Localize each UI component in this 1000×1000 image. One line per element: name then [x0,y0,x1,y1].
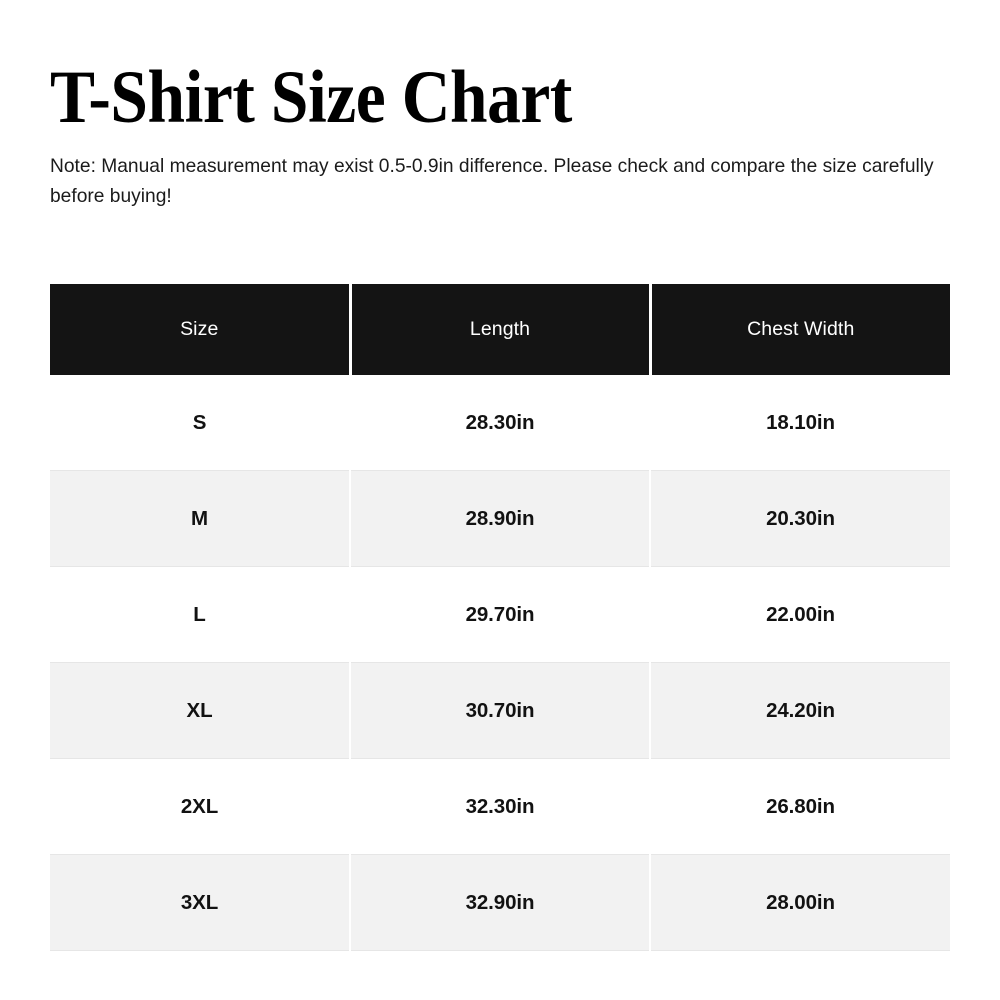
table-row: L 29.70in 22.00in [50,566,950,663]
table-header-row: Size Length Chest Width [50,284,950,375]
column-header-chest-width: Chest Width [650,284,950,375]
cell-length: 30.70in [350,662,651,759]
cell-chest-width: 24.20in [650,662,950,759]
cell-length: 32.30in [350,758,651,855]
table-body: S 28.30in 18.10in M 28.90in 20.30in L 29… [50,375,950,951]
table-row: M 28.90in 20.30in [50,470,950,567]
cell-length: 29.70in [350,566,651,663]
cell-length: 28.90in [350,470,651,567]
column-header-length: Length [350,284,652,375]
table-row: 3XL 32.90in 28.00in [50,854,950,951]
cell-chest-width: 26.80in [650,758,950,855]
cell-size: L [50,566,351,663]
cell-chest-width: 20.30in [650,470,950,567]
column-header-size: Size [50,284,352,375]
table-row: XL 30.70in 24.20in [50,662,950,759]
cell-chest-width: 18.10in [650,375,950,471]
header-block: T-Shirt Size Chart Note: Manual measurem… [50,56,950,212]
cell-length: 32.90in [350,854,651,951]
page-title: T-Shirt Size Chart [50,56,572,139]
cell-chest-width: 22.00in [650,566,950,663]
cell-size: XL [50,662,351,759]
table-row: S 28.30in 18.10in [50,375,950,471]
cell-size: M [50,470,351,567]
cell-size: 3XL [50,854,351,951]
size-chart-table: Size Length Chest Width S 28.30in 18.10i… [50,284,950,951]
cell-chest-width: 28.00in [650,854,950,951]
table-header: Size Length Chest Width [50,284,950,375]
measurement-note: Note: Manual measurement may exist 0.5-0… [50,155,934,208]
cell-size: S [50,375,351,471]
cell-length: 28.30in [350,375,651,471]
size-table-container: Size Length Chest Width S 28.30in 18.10i… [50,284,950,951]
table-row: 2XL 32.30in 26.80in [50,758,950,855]
cell-size: 2XL [50,758,351,855]
